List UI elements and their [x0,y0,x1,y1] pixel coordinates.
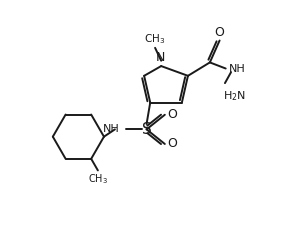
Text: H$_2$N: H$_2$N [223,89,246,103]
Text: CH$_3$: CH$_3$ [88,172,108,186]
Text: N: N [155,51,164,64]
Text: NH: NH [229,63,246,73]
Text: NH: NH [103,124,120,134]
Text: O: O [167,137,177,150]
Text: O: O [215,26,224,39]
Text: O: O [167,108,177,121]
Text: S: S [142,122,151,137]
Text: CH$_3$: CH$_3$ [145,32,166,46]
